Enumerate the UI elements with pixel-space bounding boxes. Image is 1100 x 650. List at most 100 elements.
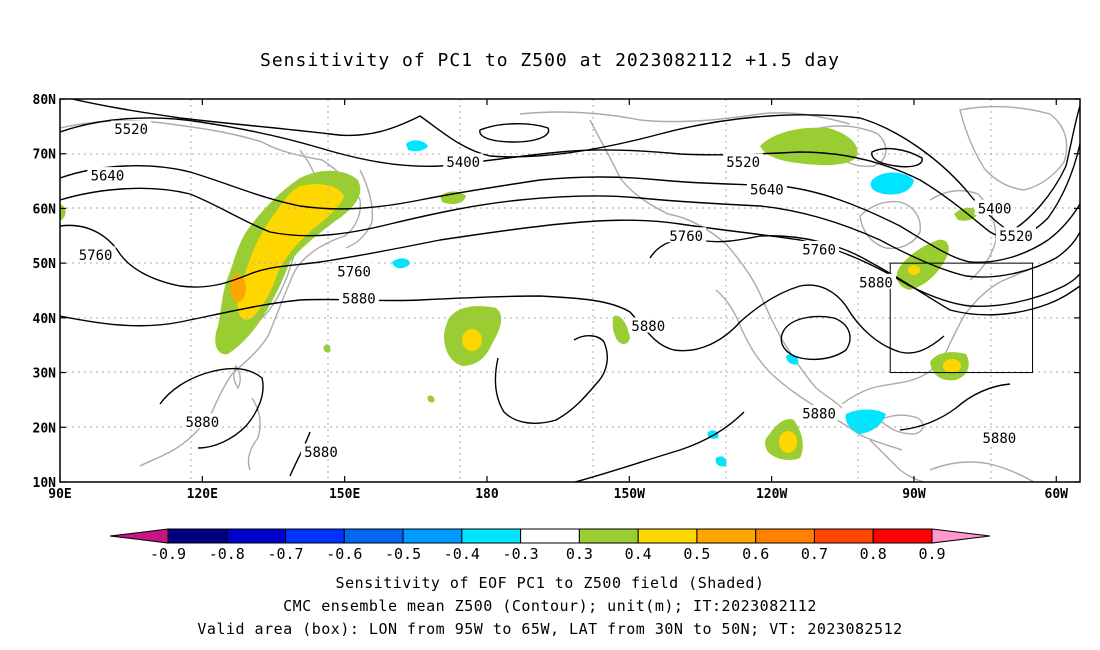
colorbar-swatch: [167, 528, 228, 544]
contour-5520: [60, 117, 1080, 239]
contour-label-bg: [974, 199, 1015, 215]
contour-5640-second: [60, 187, 1080, 278]
colorbar-label: 0.6: [742, 545, 769, 563]
colorbar-label: -0.3: [503, 545, 539, 563]
positive-region-alaska: [760, 127, 858, 166]
positive-peak-japan: [230, 274, 246, 302]
coastline-greenland: [959, 105, 1068, 191]
colorbar-swatch: [343, 528, 404, 544]
colorbar-low-triangle: [109, 528, 169, 544]
contour-label-bg: [300, 443, 341, 459]
contour-label-bg: [443, 153, 484, 169]
contour-label-bg: [334, 262, 375, 278]
colorbar-label: 0.7: [801, 545, 828, 563]
colorbar-swatch: [637, 528, 698, 544]
contour-label: 5640: [750, 182, 784, 198]
contour-label-bg: [856, 273, 896, 289]
contour-label: 5640: [91, 169, 125, 185]
colorbar-swatch: [755, 528, 815, 544]
contour-5400-closed-hudson: [871, 147, 923, 168]
lon-tick-label: 180: [475, 487, 499, 502]
colorbar-high-triangle: [931, 528, 991, 544]
contour-label: 5760: [802, 242, 836, 258]
caption-shading: Sensitivity of EOF PC1 to Z500 field (Sh…: [335, 574, 765, 592]
contour-5400-west: [69, 99, 1080, 233]
positive-core-east-coast: [943, 359, 961, 373]
colorbar-swatch: [402, 528, 463, 544]
valid-area-box: [889, 262, 1034, 374]
colorbar-label: 0.5: [683, 545, 710, 563]
contour-label-bg: [995, 227, 1036, 243]
contour-label-bg: [338, 290, 379, 306]
contour-label-bg: [111, 120, 152, 136]
caption-valid-area: Valid area (box): LON from 95W to 65W, L…: [197, 620, 903, 638]
contour-label: 5400: [446, 155, 480, 171]
coastline-south-america: [929, 461, 1035, 482]
coastline-asia: [60, 119, 362, 467]
colorbar-swatch: [696, 528, 757, 544]
contour-label-bg: [87, 167, 128, 183]
lat-tick-label: 60N: [33, 202, 57, 217]
contour-labels: 5520 5400 5520 5640 5640 5760 5760 5760 5760 5880…: [75, 120, 1036, 461]
contour-label-bg: [746, 180, 787, 196]
contour-label-bg: [628, 317, 669, 333]
contour-5400-closed-pacific: [479, 123, 550, 143]
colorbar-label: -0.7: [267, 545, 303, 563]
colorbar-label: 0.9: [918, 545, 945, 563]
coastline-central-america: [869, 439, 925, 482]
contour-label: 5880: [631, 319, 665, 335]
coastline-hudson-bay: [859, 200, 921, 250]
positive-region-japan-core: [237, 184, 344, 320]
contour-5880-pacific-south: [494, 335, 608, 424]
contour-5880-philippine-sea: [289, 431, 311, 477]
colorbar-swatch: [520, 528, 580, 544]
lon-tick-label: 150E: [329, 487, 360, 502]
lat-tick-label: 10N: [33, 476, 57, 491]
negative-region-east-siberia: [406, 140, 428, 152]
lat-tick-label: 30N: [33, 367, 57, 382]
colorbar-swatch: [285, 528, 345, 544]
colorbar-label: -0.4: [444, 545, 480, 563]
lon-tick-label: 120E: [187, 487, 218, 502]
colorbar-label: 0.8: [860, 545, 887, 563]
coastline-kamchatka: [345, 169, 374, 249]
coastline-caribbean: [878, 414, 924, 435]
positive-region-north-pacific: [612, 315, 630, 344]
positive-region-great-lakes: [896, 239, 949, 290]
lat-tick-label: 80N: [33, 93, 57, 108]
colorbar-swatch: [813, 528, 874, 544]
negative-dot-pacific-2: [715, 456, 727, 467]
contour-label: 5880: [802, 407, 836, 423]
lon-tick-label: 60W: [1045, 487, 1069, 502]
coastline-taiwan: [233, 364, 241, 390]
colorbar-swatch: [578, 528, 639, 544]
lat-tick-label: 20N: [33, 421, 57, 436]
colorbar-label: 0.4: [625, 545, 652, 563]
contour-label-bg: [75, 246, 116, 262]
negative-region-aleutian: [392, 258, 410, 269]
lon-tick-label: 150W: [614, 487, 645, 502]
contour-label: 5520: [999, 229, 1033, 245]
colorbar-label: -0.8: [209, 545, 245, 563]
contour-label: 5520: [114, 122, 148, 138]
contour-label-bg: [799, 405, 840, 421]
positive-dot-china: [323, 344, 331, 353]
caption-contour: CMC ensemble mean Z500 (Contour); unit(m…: [283, 597, 817, 615]
lat-axis: 80N 70N 60N 50N 40N 30N 20N 10N: [33, 93, 1080, 491]
contour-5880-west-south: [159, 367, 264, 449]
coastline-mexico: [715, 289, 903, 451]
contour-5640: [60, 165, 1080, 264]
colorbar: -0.9 -0.8 -0.7 -0.6 -0.5 -0.4 -0.3 0.3 0.4 0.5 0.6…: [109, 528, 991, 563]
contour-label-bg: [799, 240, 840, 256]
contour-label: 5880: [859, 275, 893, 291]
negative-dot-mexico: [786, 354, 799, 365]
positive-core-gulf-of-mexico: [779, 431, 797, 453]
lat-tick-label: 40N: [33, 312, 57, 327]
chart-title: Sensitivity of PC1 to Z500 at 2023082112…: [259, 50, 840, 71]
colorbar-label: -0.6: [326, 545, 362, 563]
colorbar-label: -0.5: [385, 545, 421, 563]
graticule: [60, 99, 1080, 482]
contour-label-bg: [723, 153, 764, 169]
colorbar-swatch: [872, 528, 933, 544]
contour-5880-mexico: [572, 411, 745, 482]
